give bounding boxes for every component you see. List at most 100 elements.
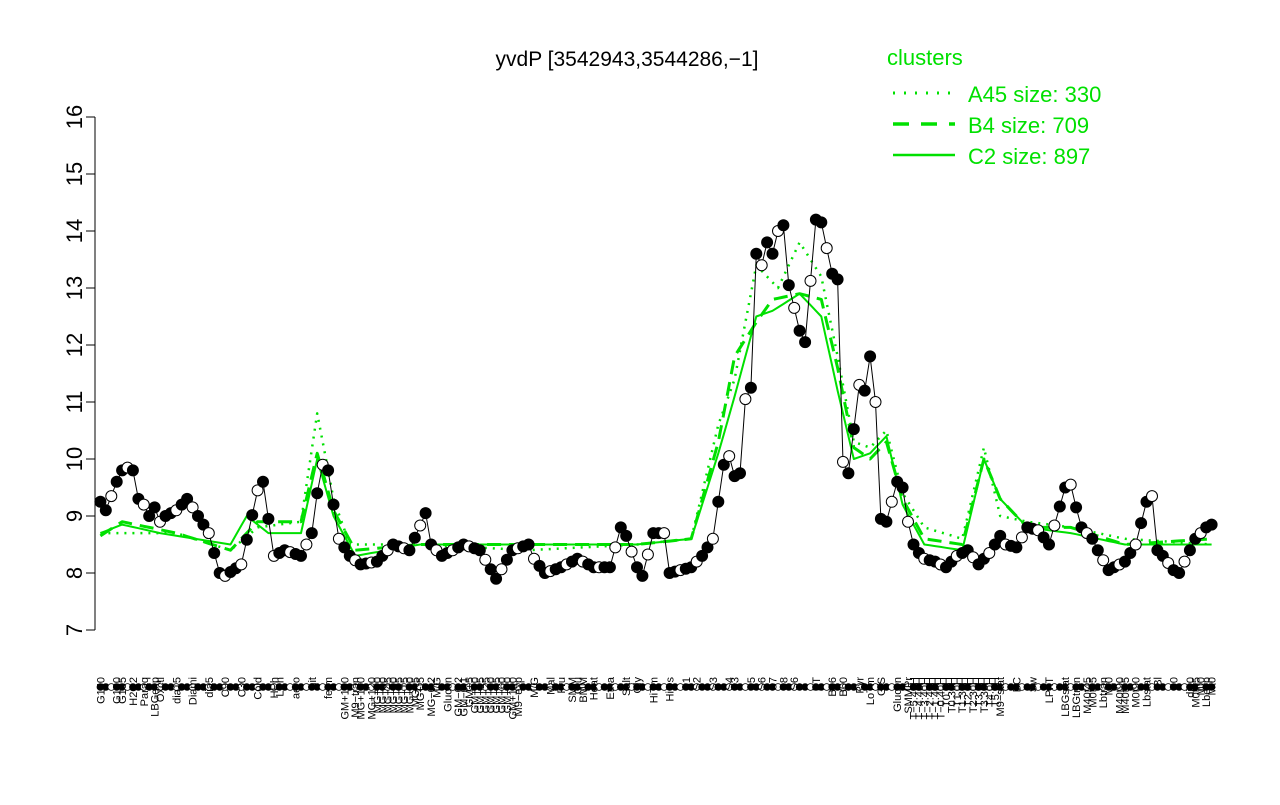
data-point <box>251 484 264 497</box>
x-tick-label: GM+150 <box>339 677 351 720</box>
data-point <box>842 467 855 480</box>
x-tick-label: Glucon <box>442 677 454 712</box>
data-point <box>983 547 996 559</box>
x-tick-label: Gly <box>632 677 644 694</box>
x-tick-label: MG+60 <box>377 677 389 713</box>
data-point <box>804 274 817 287</box>
data-point <box>766 247 779 260</box>
data-point <box>1053 500 1066 513</box>
x-tick-label: MG+45 <box>383 677 395 713</box>
x-tick-label: GM+5 <box>464 677 476 707</box>
data-point <box>1135 517 1148 530</box>
data-point <box>701 541 714 554</box>
data-point <box>1146 490 1158 503</box>
data-point <box>479 553 492 566</box>
x-tick-label: Lbtran <box>1098 677 1110 708</box>
data-point <box>1183 544 1196 557</box>
data-point <box>864 350 877 363</box>
data-point <box>305 527 318 540</box>
x-tick-label: GM+60 <box>497 677 509 713</box>
x-tick-label: Heat <box>589 677 601 700</box>
x-tick-label: LBGexp <box>150 677 162 717</box>
x-tick-label: T0.30H <box>946 677 958 713</box>
data-point <box>1091 544 1104 557</box>
x-tick-label: C30 <box>236 677 248 697</box>
data-point <box>473 544 486 557</box>
x-tick-label: LBGstat <box>1060 677 1072 717</box>
x-tick-label: LPhT <box>1044 677 1056 704</box>
data-point <box>148 501 161 514</box>
x-tick-label: GM−0.2 <box>453 677 465 716</box>
data-point <box>1064 478 1077 491</box>
x-tick-label: S1 <box>681 677 693 690</box>
y-tick-label: 13 <box>62 276 87 300</box>
data-point <box>1118 555 1131 568</box>
y-axis: 7 8 9 10 11 12 13 14 15 16 <box>62 105 96 636</box>
data-point <box>1097 554 1110 567</box>
x-tick-label: S5 <box>746 677 758 690</box>
x-tick-label: LPh <box>274 677 286 697</box>
x-tick-label: M0t45 <box>1190 677 1202 708</box>
data-point <box>858 384 871 397</box>
x-tick-label: S3 <box>730 677 742 690</box>
data-point <box>338 541 351 554</box>
data-point <box>750 247 763 260</box>
data-point <box>847 423 860 436</box>
x-tick-label: G150 <box>95 677 107 704</box>
x-tick-label: Cold <box>253 677 265 700</box>
x-tick-label: GM+30 <box>486 677 498 713</box>
x-tick-label: Salt <box>621 677 633 696</box>
x-tick-label: Mt0 <box>1207 677 1219 695</box>
data-point <box>696 549 709 562</box>
x-tick-label: GM+10 <box>469 677 481 713</box>
x-tick-label: Fru <box>556 677 568 694</box>
data-point <box>1086 532 1099 545</box>
data-point <box>419 507 432 520</box>
x-tick-label: T3.30H <box>979 677 991 713</box>
x-tick-label: GM+25 <box>480 677 492 713</box>
x-tick-label: HPh <box>269 677 281 698</box>
y-tick-label: 15 <box>62 162 87 186</box>
data-point <box>495 563 508 576</box>
x-tick-label: G/S <box>876 677 888 696</box>
x-tick-label: T−3.40H <box>919 677 931 720</box>
x-tick-label: Oxctl <box>155 677 167 702</box>
x-tick-label: MG+5 <box>410 677 422 707</box>
x-tick-label: Mal <box>545 677 557 695</box>
x-tick-label: C90 <box>220 677 232 697</box>
x-tick-label: S6 <box>789 677 801 690</box>
data-point <box>739 393 752 406</box>
x-tick-label: T2.0H <box>963 677 975 707</box>
x-tick-label: nit <box>307 677 319 689</box>
data-point <box>777 219 790 232</box>
observed-series <box>94 213 1218 585</box>
x-tick-label: M0t45 <box>1087 677 1099 708</box>
legend-title: clusters <box>887 45 963 70</box>
x-tick-label: S8 <box>778 677 790 690</box>
x-tick-label: T4.0H <box>984 677 996 707</box>
x-tick-label: T−1.40H <box>930 677 942 720</box>
x-tick-label: GM+15 <box>475 677 487 713</box>
x-tick-label: T−0.40H <box>936 677 948 720</box>
data-point <box>641 548 654 561</box>
x-tick-label: Glu <box>572 677 584 694</box>
x-tick-label: M40t45 <box>1120 677 1132 714</box>
x-tick-label: MG+120 <box>366 677 378 720</box>
x-tick-label: Glucon <box>892 677 904 712</box>
data-point <box>625 545 638 558</box>
x-tick-label: LBGtran <box>1071 677 1083 718</box>
x-tick-label: T−4.40H <box>914 677 926 720</box>
x-tick-label: M/G <box>431 677 443 698</box>
data-point <box>311 487 324 500</box>
x-tick-label: Mt0 <box>1104 677 1116 695</box>
data-point <box>246 509 259 522</box>
data-point <box>99 504 112 517</box>
x-tick-label: HiTm <box>648 677 660 703</box>
data-point <box>300 538 313 551</box>
data-point <box>1015 531 1028 544</box>
data-point <box>235 558 248 571</box>
x-tick-label: dia15 <box>171 677 183 704</box>
x-tick-label: M40t45 <box>1082 677 1094 714</box>
data-point <box>403 544 416 557</box>
